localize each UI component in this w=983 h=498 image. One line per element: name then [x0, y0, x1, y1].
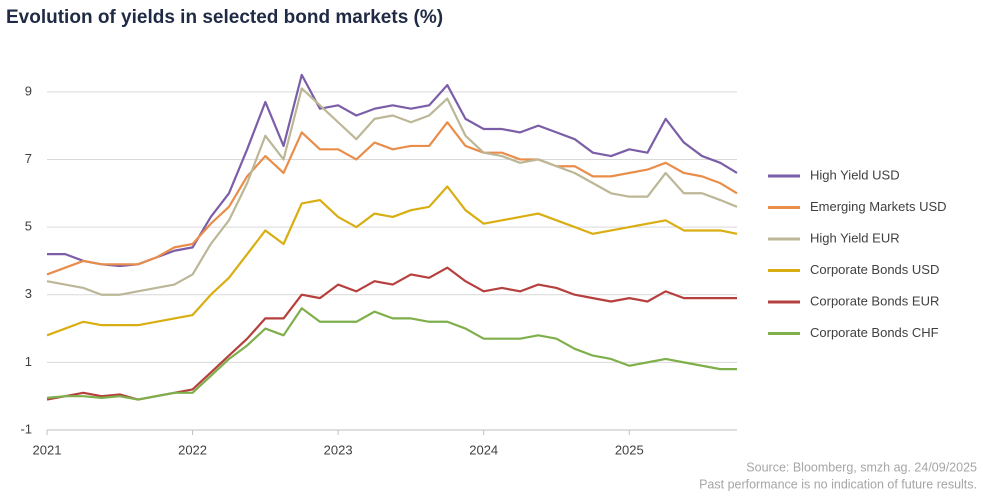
- source-note: Source: Bloomberg, smzh ag. 24/09/2025: [746, 460, 977, 474]
- x-tick-label: 2025: [615, 442, 644, 457]
- series-line: [46, 87, 738, 296]
- x-tick-label: 2024: [469, 442, 498, 457]
- y-tick-label: 9: [25, 83, 32, 98]
- series-line: [46, 307, 737, 401]
- legend-label: Corporate Bonds USD: [810, 262, 939, 277]
- x-tick-label: 2021: [33, 442, 62, 457]
- x-tick-label: 2022: [178, 442, 207, 457]
- legend-label: High Yield USD: [810, 167, 900, 182]
- y-tick-label: 1: [25, 354, 32, 369]
- y-tick-label: 7: [25, 151, 32, 166]
- legend-label: Corporate Bonds CHF: [810, 325, 939, 340]
- disclaimer: Past performance is no indication of fut…: [699, 477, 977, 491]
- series-line: [47, 73, 738, 268]
- x-tick-label: 2023: [324, 442, 353, 457]
- legend-label: High Yield EUR: [810, 230, 900, 245]
- series-line: [46, 121, 738, 276]
- legend-label: Corporate Bonds EUR: [810, 293, 939, 308]
- series-line: [46, 185, 738, 337]
- y-tick-label: 5: [25, 219, 32, 234]
- y-tick-label: -1: [20, 421, 32, 436]
- y-tick-label: 3: [25, 286, 32, 301]
- series-line: [46, 266, 737, 401]
- legend-label: Emerging Markets USD: [810, 199, 947, 214]
- chart-title: Evolution of yields in selected bond mar…: [6, 7, 443, 28]
